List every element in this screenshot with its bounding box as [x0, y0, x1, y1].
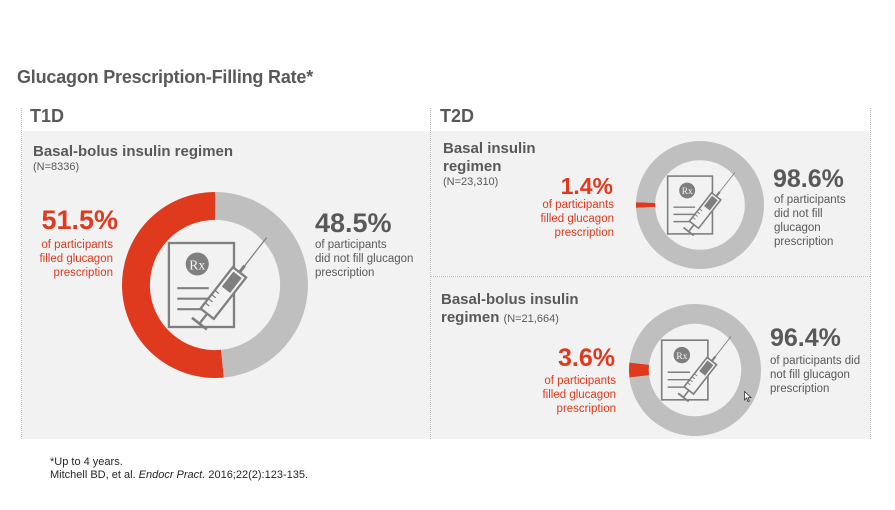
donut-slice-filled: [629, 362, 650, 378]
rx-text: Rx: [682, 187, 693, 197]
syringe: [677, 336, 732, 403]
regimen-label: Basal-bolus insulin regimen (N=8336): [33, 143, 233, 174]
citation-journal: Endocr Pract.: [138, 469, 206, 481]
desc-line: prescription: [556, 403, 616, 415]
mouse-cursor-icon: [744, 391, 752, 402]
footnote-citation: Mitchell BD, et al. Endocr Pract. 2016;2…: [50, 469, 308, 482]
divider-left: [21, 108, 22, 439]
donut-slice-not-filled: [636, 141, 764, 269]
desc-line: filled glucagon: [542, 389, 616, 401]
filled-description: of participants filled glucagon prescrip…: [510, 198, 614, 240]
citation-authors: Mitchell BD, et al.: [50, 469, 139, 481]
desc-line: did not fill: [774, 208, 823, 220]
divider-right: [870, 108, 871, 439]
desc-line: of participants did: [770, 355, 861, 367]
not-filled-description: of participants did not fill glucagon pr…: [774, 193, 846, 249]
desc-line: of participants: [774, 194, 846, 206]
donut-slice-filled: [121, 192, 224, 378]
rx-badge: [679, 182, 696, 199]
page-title: Glucagon Prescription-Filling Rate*: [17, 67, 314, 87]
not-filled-percent: 98.6%: [773, 165, 844, 193]
sample-size: (N=8336): [33, 161, 80, 173]
regimen-name: regimen: [443, 158, 502, 175]
desc-line: filled glucagon: [39, 253, 113, 265]
regimen-name: Basal-bolus insulin: [441, 291, 579, 308]
desc-line: prescription: [770, 383, 830, 395]
desc-line: did not fill glucagon: [315, 253, 414, 265]
desc-line: of participants: [41, 239, 113, 251]
desc-line: of participants: [544, 375, 616, 387]
donut-chart-t2d-basal: Rx: [636, 141, 764, 269]
syringe: [191, 237, 268, 331]
column-header-t2d: T2D: [440, 106, 475, 126]
desc-line: glucagon: [774, 222, 821, 234]
desc-line: filled glucagon: [540, 213, 614, 225]
footnote-note: *Up to 4 years.: [50, 456, 123, 468]
desc-line: of participants: [542, 199, 614, 211]
filled-percent: 1.4%: [560, 173, 613, 199]
donut-slice-filled: [636, 202, 656, 208]
divider-middle: [430, 108, 431, 439]
syringe: [682, 172, 736, 237]
filled-description: of participants filled glucagon prescrip…: [510, 374, 616, 416]
sample-size: (N=21,664): [503, 313, 559, 325]
regimen-label: Basal-bolus insulin regimen (N=21,664): [441, 291, 579, 328]
donut-chart-t1d: Rx: [121, 192, 308, 378]
desc-line: of participants: [315, 239, 387, 251]
regimen-name: Basal insulin: [443, 140, 536, 157]
desc-line: prescription: [554, 227, 614, 239]
donut-chart-t2d-basal-bolus: Rx: [629, 304, 761, 436]
rx-text: Rx: [189, 257, 205, 272]
not-filled-description: of participants did not fill glucagon pr…: [315, 238, 413, 280]
filled-percent: 3.6%: [558, 344, 615, 372]
regimen-name: regimen: [441, 309, 500, 326]
citation-details: 2016;22(2):123-135.: [205, 469, 309, 481]
regimen-label: Basal insulin regimen (N=23,310): [443, 140, 536, 189]
donut-slice-not-filled: [629, 304, 761, 436]
rx-badge: [673, 346, 691, 364]
footnote: *Up to 4 years. Mitchell BD, et al. Endo…: [50, 456, 308, 482]
not-filled-percent: 48.5%: [315, 208, 392, 238]
prescription-syringe-icon: Rx: [167, 237, 268, 331]
regimen-name: Basal-bolus insulin regimen: [33, 143, 234, 160]
not-filled-percent: 96.4%: [770, 324, 841, 352]
desc-line: not fill glucagon: [770, 369, 850, 381]
donut-slice-not-filled: [215, 192, 308, 378]
not-filled-description: of participants did not fill glucagon pr…: [770, 354, 860, 396]
desc-line: prescription: [53, 267, 113, 279]
divider-horizontal: [431, 276, 870, 277]
prescription-syringe-icon: Rx: [666, 172, 736, 237]
prescription-syringe-icon: Rx: [660, 336, 732, 403]
filled-description: of participants filled glucagon prescrip…: [20, 238, 113, 280]
rx-text: Rx: [676, 351, 687, 362]
rx-badge: [185, 252, 209, 276]
sample-size: (N=23,310): [443, 176, 499, 188]
filled-percent: 51.5%: [41, 205, 118, 235]
desc-line: prescription: [315, 267, 375, 279]
column-header-t1d: T1D: [30, 106, 65, 126]
desc-line: prescription: [774, 236, 834, 248]
